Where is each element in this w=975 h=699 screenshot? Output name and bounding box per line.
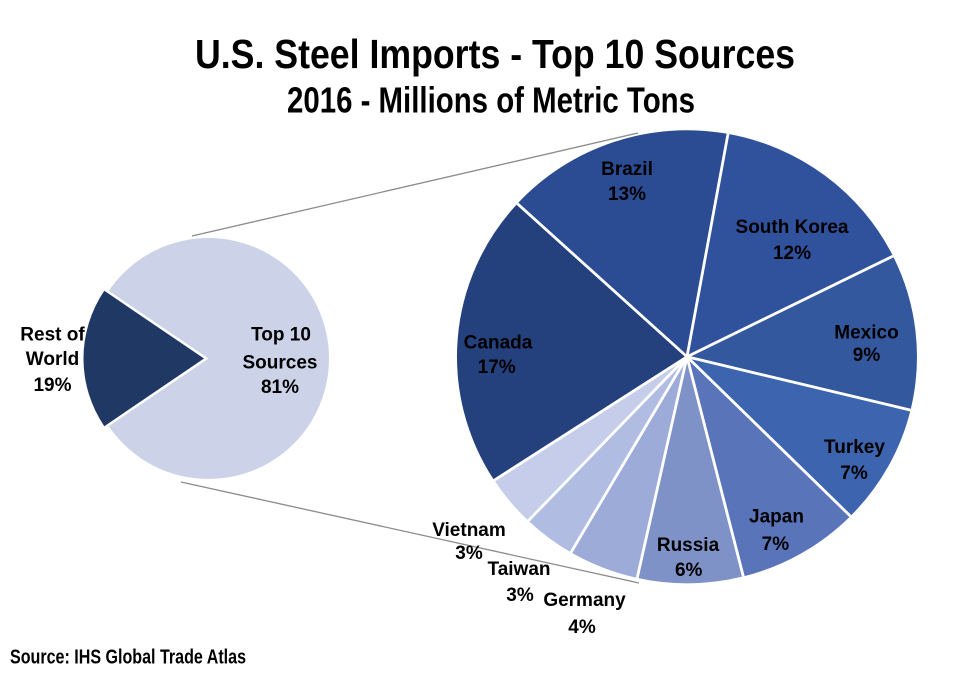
svg-text:Rest of: Rest of (20, 325, 85, 346)
svg-text:Sources: Sources (243, 353, 318, 374)
svg-text:19%: 19% (33, 375, 71, 396)
svg-text:17%: 17% (478, 357, 516, 378)
svg-text:81%: 81% (261, 377, 299, 398)
svg-text:Source: IHS Global Trade Atlas: Source: IHS Global Trade Atlas (10, 647, 246, 669)
svg-text:Top 10: Top 10 (251, 325, 311, 346)
svg-text:Russia: Russia (657, 535, 720, 556)
svg-text:6%: 6% (675, 560, 703, 581)
svg-text:South Korea: South Korea (736, 217, 849, 238)
svg-text:7%: 7% (840, 463, 868, 484)
svg-text:7%: 7% (762, 534, 790, 555)
svg-text:Vietnam: Vietnam (432, 520, 506, 541)
svg-text:Germany: Germany (543, 590, 626, 611)
svg-text:World: World (26, 349, 79, 370)
svg-text:13%: 13% (608, 184, 646, 205)
svg-text:Canada: Canada (464, 333, 533, 354)
svg-text:Japan: Japan (749, 507, 804, 528)
svg-text:2016 - Millions of Metric Tons: 2016 - Millions of Metric Tons (287, 80, 695, 121)
svg-text:U.S. Steel Imports - Top 10 So: U.S. Steel Imports - Top 10 Sources (195, 31, 795, 77)
svg-text:12%: 12% (773, 243, 811, 264)
svg-text:3%: 3% (506, 585, 534, 606)
svg-text:Turkey: Turkey (824, 437, 885, 458)
svg-text:Brazil: Brazil (601, 159, 653, 180)
svg-text:3%: 3% (455, 543, 483, 564)
svg-text:Mexico: Mexico (834, 323, 898, 344)
svg-text:9%: 9% (853, 345, 881, 366)
svg-text:4%: 4% (568, 617, 596, 638)
svg-text:Taiwan: Taiwan (488, 559, 551, 580)
